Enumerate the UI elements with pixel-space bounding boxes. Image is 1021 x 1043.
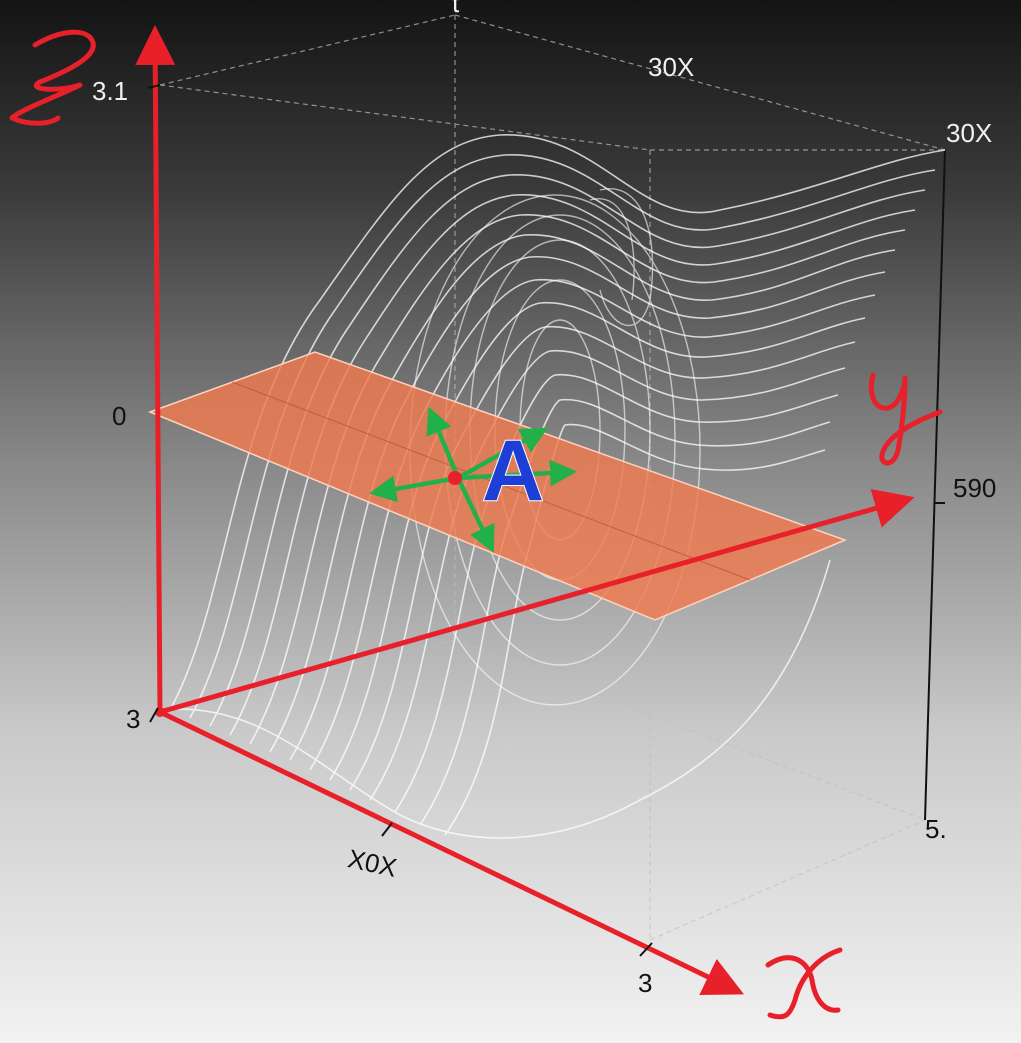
box-right-edges: [924, 149, 946, 821]
point-a-marker: [448, 471, 462, 485]
z-top-tick-label: 3.1: [92, 76, 128, 106]
vector-right: [457, 459, 577, 487]
vector-field: [369, 406, 577, 554]
bounding-box: [159, 14, 946, 941]
vector-up-left: [426, 406, 461, 479]
top-right-label: 30X: [946, 118, 992, 148]
x-axis: [158, 709, 745, 995]
axis-ticks: [147, 84, 653, 957]
top-back-label: 30X: [648, 52, 694, 82]
x-mid-tick-label: X0X: [345, 843, 399, 883]
vector-up-right: [456, 427, 548, 480]
plane-midline: [231, 381, 751, 581]
x-end-tick-label: 3: [638, 968, 652, 998]
point-a-label: A: [482, 423, 544, 519]
handwritten-x-label: [765, 947, 843, 1020]
z-zero-tick-label: 0: [112, 401, 126, 431]
y-tick-label: 590: [953, 473, 996, 503]
y-axis: [159, 488, 915, 715]
coordinate-axes: [135, 25, 915, 995]
handwritten-z-label: [9, 29, 96, 126]
bottom-right-tick-label: 5.: [925, 814, 947, 844]
wireframe-surface: [159, 134, 946, 839]
vector-left: [369, 475, 459, 503]
handwritten-y-label: [868, 372, 943, 466]
vector-down: [455, 477, 495, 554]
top-mark-label: t: [452, 0, 460, 18]
origin-tick-label: 3: [126, 704, 140, 734]
z-axis: [135, 25, 176, 713]
